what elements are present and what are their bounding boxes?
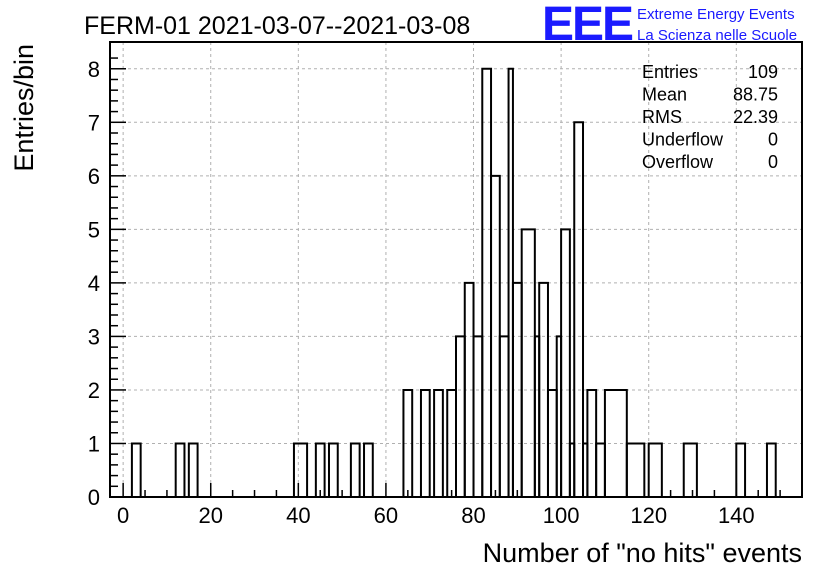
histogram-bar: [520, 228, 536, 497]
y-tick-label: 2: [88, 378, 100, 403]
histogram-bar: [363, 442, 374, 497]
histogram-bar: [560, 228, 571, 497]
stats-label: RMS: [642, 107, 682, 127]
histogram-bar: [327, 442, 339, 497]
histogram-bar: [498, 335, 510, 497]
stats-value: 22.39: [733, 107, 778, 127]
eee-logo-line1: Extreme Energy Events: [637, 6, 795, 23]
plot-frame: [109, 41, 803, 498]
histogram-bar: [625, 442, 646, 497]
histogram-bar: [349, 442, 361, 497]
x-tick-label: 60: [374, 503, 398, 528]
stats-label: Mean: [642, 85, 687, 105]
y-tick-label: 3: [88, 324, 100, 349]
histogram-bar: [292, 442, 309, 497]
histogram-bar: [595, 442, 606, 497]
eee-logo: EEE Extreme Energy Events La Scienza nel…: [542, 0, 797, 51]
histogram-bar: [765, 442, 777, 497]
stats-label: Entries: [642, 62, 698, 82]
y-tick-label: 0: [88, 485, 100, 510]
x-tick-label: 100: [543, 503, 580, 528]
stats-value: 88.75: [733, 85, 778, 105]
x-tick-label: 40: [286, 503, 310, 528]
stats-label: Underflow: [642, 130, 724, 150]
stats-box: Entries 109 Mean 88.75 RMS 22.39 Underflow 0 Ove…: [642, 62, 778, 172]
histogram-bar: [187, 442, 199, 497]
histogram-bar: [735, 442, 747, 497]
stats-value: 0: [768, 130, 778, 150]
y-tick-label: 8: [88, 57, 100, 82]
histogram-bar: [472, 335, 484, 497]
histogram-bar: [647, 442, 663, 497]
stats-label: Overflow: [642, 152, 714, 172]
histogram-bars: [130, 67, 777, 497]
x-tick-label: 140: [718, 503, 755, 528]
histogram-bar: [402, 388, 414, 497]
histogram-bar: [314, 442, 326, 497]
chart-title: FERM-01 2021-03-07--2021-03-08: [84, 12, 470, 40]
y-tick-label: 5: [88, 217, 100, 242]
histogram-bar: [174, 442, 186, 497]
tick-labels: 0 20 40 60 80 100 120 140 0 1 2 3 4 5 6 7 8: [88, 57, 755, 528]
x-tick-label: 80: [461, 503, 485, 528]
eee-logo-mark: EEE: [542, 0, 633, 51]
y-axis-label: Entries/bin: [9, 44, 39, 172]
x-tick-label: 0: [117, 503, 129, 528]
histogram-bar: [130, 442, 142, 497]
stats-value: 0: [768, 152, 778, 172]
histogram-bar: [433, 388, 444, 497]
y-tick-label: 4: [88, 271, 100, 296]
y-tick-label: 1: [88, 431, 100, 456]
histogram-bar: [682, 442, 698, 497]
y-tick-label: 7: [88, 110, 100, 135]
histogram-bar: [455, 335, 466, 497]
x-tick-label: 20: [198, 503, 222, 528]
x-axis-label: Number of "no hits" events: [483, 538, 802, 568]
eee-logo-line2: La Scienza nelle Scuole: [637, 27, 797, 44]
histogram-bar: [573, 121, 585, 497]
stats-value: 109: [748, 62, 778, 82]
axes: [109, 41, 803, 498]
x-tick-label: 120: [630, 503, 667, 528]
y-tick-label: 6: [88, 164, 100, 189]
histogram-bar: [419, 388, 431, 497]
